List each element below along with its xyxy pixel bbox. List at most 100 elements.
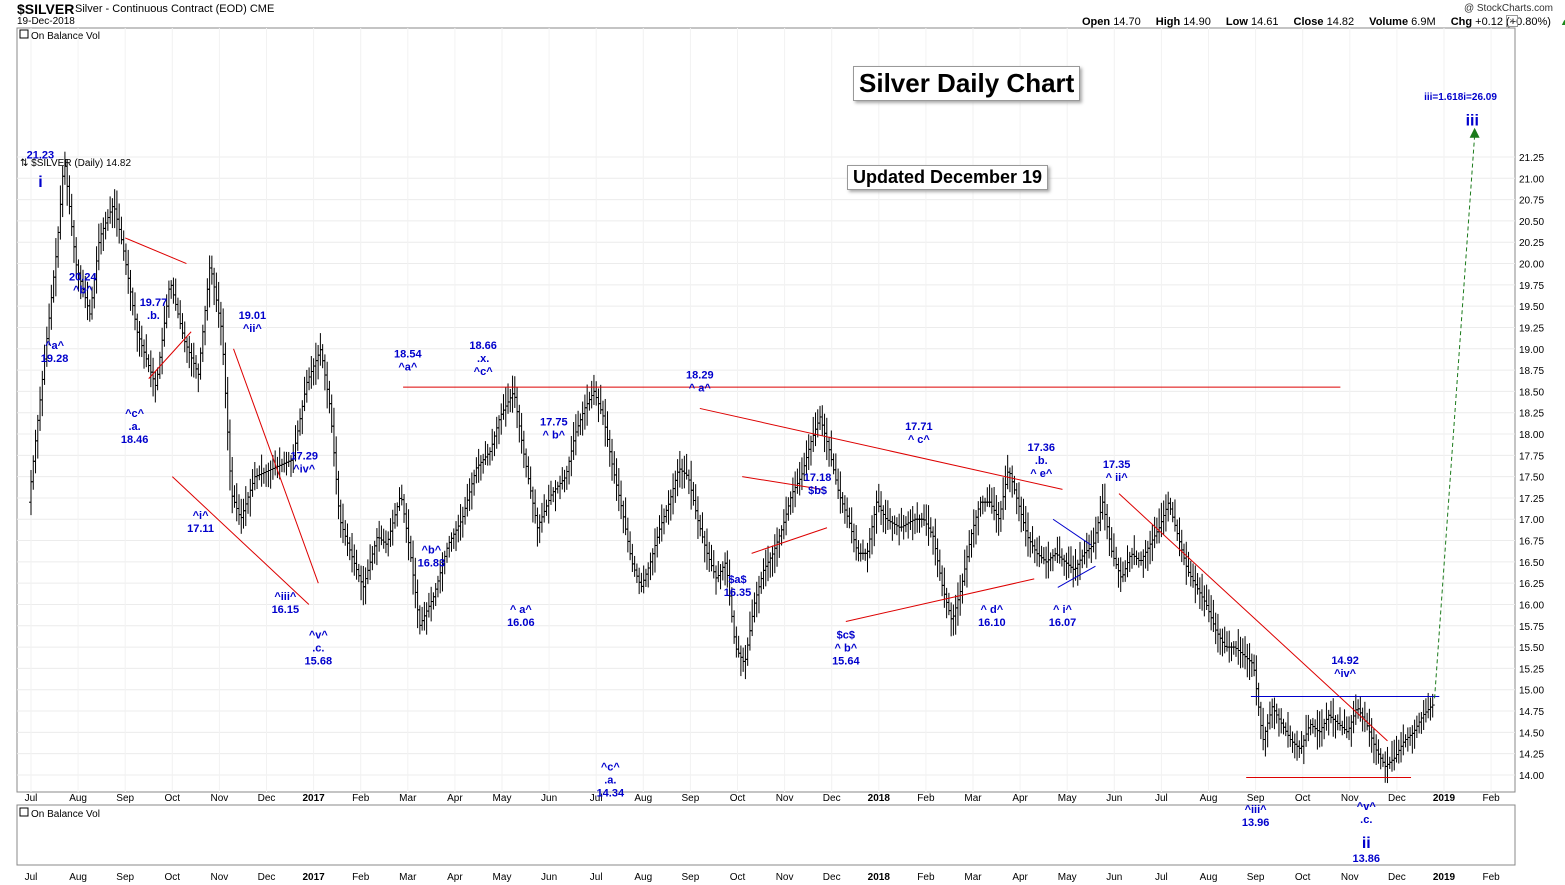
x-tick-label: Apr bbox=[1012, 872, 1028, 883]
x-tick-label: Aug bbox=[69, 872, 87, 883]
x-tick-label: Feb bbox=[1482, 872, 1500, 883]
trendline bbox=[699, 407, 1063, 490]
bottom-indicator-label: On Balance Vol bbox=[31, 809, 100, 820]
x-tick-label: Aug bbox=[1200, 793, 1218, 804]
wave-label: 13.96 bbox=[1242, 817, 1270, 829]
wave-label: 18.29 bbox=[686, 370, 714, 382]
x-tick-label: Nov bbox=[776, 872, 794, 883]
low-value: 14.61 bbox=[1250, 16, 1279, 28]
wave-label: .c. bbox=[1360, 814, 1372, 826]
wave-label: .a. bbox=[604, 775, 616, 787]
x-tick-label: 2019 bbox=[1433, 872, 1456, 883]
wave-label: 20.24 bbox=[69, 272, 97, 284]
trendline bbox=[171, 476, 310, 605]
wave-label: 16.07 bbox=[1049, 617, 1077, 629]
trendline bbox=[233, 348, 319, 584]
y-tick-label: 17.25 bbox=[1519, 494, 1544, 505]
chg-value: +0.12 (+0.80%) bbox=[1475, 16, 1551, 28]
wave-label: ^ a^ bbox=[689, 383, 712, 395]
wave-label: 15.68 bbox=[305, 656, 333, 668]
x-tick-label: May bbox=[1058, 793, 1077, 804]
close-label: Close bbox=[1293, 16, 1324, 28]
y-tick-label: 14.50 bbox=[1519, 728, 1544, 739]
trendline bbox=[1057, 565, 1096, 588]
y-tick-label: 20.25 bbox=[1519, 238, 1544, 249]
x-tick-label: Oct bbox=[1295, 793, 1311, 804]
y-tick-label: 15.50 bbox=[1519, 643, 1544, 654]
wave-label: ^v^ bbox=[1357, 801, 1377, 813]
x-tick-label: May bbox=[1058, 872, 1077, 883]
x-tick-label: Sep bbox=[116, 872, 134, 883]
trendline bbox=[845, 578, 1035, 623]
x-tick-label: Jun bbox=[541, 872, 557, 883]
wave-label: 17.29 bbox=[290, 451, 318, 463]
x-tick-label: Oct bbox=[730, 872, 746, 883]
y-tick-label: 20.50 bbox=[1519, 217, 1544, 228]
x-tick-label: Mar bbox=[399, 793, 417, 804]
wave-label: 16.15 bbox=[272, 604, 300, 616]
wave-label: ^a^ bbox=[45, 340, 65, 352]
x-tick-label: 2018 bbox=[868, 872, 891, 883]
wave-label: ^b^ bbox=[422, 544, 442, 556]
x-tick-label: Nov bbox=[1341, 872, 1359, 883]
wave-label: .a. bbox=[129, 421, 141, 433]
wave-label: .b. bbox=[1035, 455, 1048, 467]
y-tick-label: 20.75 bbox=[1519, 196, 1544, 207]
x-tick-label: Mar bbox=[964, 793, 982, 804]
y-tick-label: 14.75 bbox=[1519, 707, 1544, 718]
close-icon[interactable]: × bbox=[1506, 15, 1518, 27]
wave-label: 19.01 bbox=[239, 310, 267, 322]
y-tick-label: 18.50 bbox=[1519, 387, 1544, 398]
wave-label: ^ c^ bbox=[908, 434, 931, 446]
volume-value: 6.9M bbox=[1411, 16, 1436, 28]
x-tick-label: Feb bbox=[352, 872, 370, 883]
x-tick-label: Nov bbox=[1341, 793, 1359, 804]
y-tick-label: 17.75 bbox=[1519, 451, 1544, 462]
y-tick-label: 16.25 bbox=[1519, 579, 1544, 590]
x-tick-label: Nov bbox=[776, 793, 794, 804]
wave-label: ii bbox=[1362, 835, 1371, 852]
wave-label: ^iv^ bbox=[1334, 668, 1357, 680]
symbol-title: $SILVER bbox=[17, 1, 75, 17]
wave-label: ^ d^ bbox=[981, 604, 1004, 616]
x-tick-label: Oct bbox=[165, 872, 181, 883]
x-tick-label: Oct bbox=[730, 793, 746, 804]
x-tick-label: 2019 bbox=[1433, 793, 1456, 804]
x-tick-label: Jun bbox=[1106, 872, 1122, 883]
x-tick-label: May bbox=[493, 872, 512, 883]
wave-label: 18.46 bbox=[121, 434, 149, 446]
updated-box: Updated December 19 bbox=[847, 165, 1049, 190]
y-tick-label: 18.25 bbox=[1519, 409, 1544, 420]
x-tick-label: 2018 bbox=[868, 793, 891, 804]
x-tick-label: 2017 bbox=[302, 793, 325, 804]
x-tick-label: Mar bbox=[964, 872, 982, 883]
x-tick-label: Mar bbox=[399, 872, 417, 883]
ohlc-bars bbox=[29, 151, 1435, 784]
wave-label: 19.28 bbox=[41, 353, 69, 365]
x-tick-label: Jul bbox=[590, 793, 603, 804]
wave-label: 17.11 bbox=[187, 523, 214, 535]
chart-title-box: Silver Daily Chart bbox=[853, 66, 1081, 101]
x-tick-label: Feb bbox=[917, 872, 935, 883]
wave-label: i bbox=[38, 174, 42, 191]
close-value: 14.82 bbox=[1326, 16, 1355, 28]
x-tick-label: Feb bbox=[1482, 793, 1500, 804]
wave-label: 16.83 bbox=[418, 557, 446, 569]
wave-label: 17.35 bbox=[1103, 459, 1131, 471]
y-tick-label: 21.25 bbox=[1519, 153, 1544, 164]
y-tick-label: 15.25 bbox=[1519, 664, 1544, 675]
wave-label: ^c^ bbox=[474, 366, 494, 378]
trendline bbox=[148, 331, 192, 379]
brand-watermark: @ StockCharts.com bbox=[1463, 3, 1553, 14]
x-tick-label: Dec bbox=[823, 872, 841, 883]
top-indicator-label: On Balance Vol bbox=[31, 31, 100, 42]
x-tick-label: Apr bbox=[447, 793, 463, 804]
wave-label: .x. bbox=[477, 353, 489, 365]
x-tick-label: Aug bbox=[69, 793, 87, 804]
x-tick-label: Sep bbox=[1247, 872, 1265, 883]
wave-label: 17.71 bbox=[905, 421, 933, 433]
wave-label: 15.64 bbox=[832, 656, 860, 668]
y-tick-label: 14.25 bbox=[1519, 750, 1544, 761]
x-tick-label: Nov bbox=[211, 872, 229, 883]
y-tick-label: 18.75 bbox=[1519, 366, 1544, 377]
